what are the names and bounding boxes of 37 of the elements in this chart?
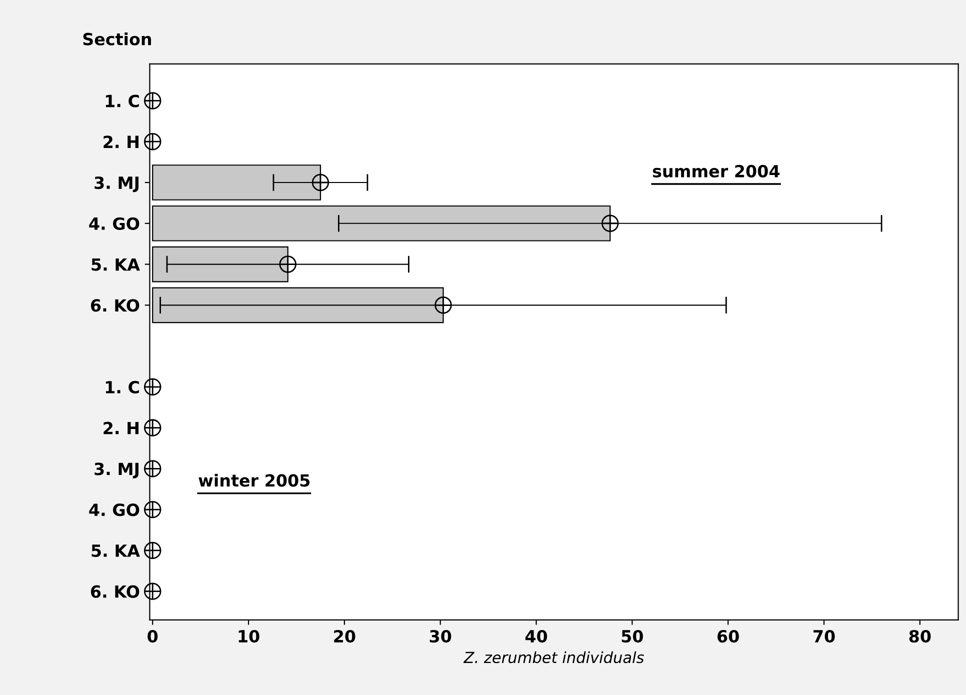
y-tick-label: 6. KO [90, 299, 140, 312]
y-tick-label: 1. C [106, 94, 139, 108]
y-tick-label: 3. MJ [94, 462, 138, 478]
y-axis-title: Section [83, 32, 151, 46]
point [144, 542, 162, 560]
point [144, 133, 162, 150]
x-tick-label: 10 [238, 630, 260, 643]
x-tick-label: 50 [622, 630, 643, 643]
point [601, 214, 619, 232]
x-tick-label: 80 [909, 630, 931, 643]
x-tick-label: 40 [525, 630, 548, 643]
x-tick-label: 0 [148, 630, 158, 643]
y-tick-label: 2. H [104, 136, 138, 148]
point [144, 500, 162, 518]
y-tick-label: 3. MJ [94, 176, 138, 192]
x-tick-label: 30 [430, 630, 452, 643]
point [279, 256, 296, 273]
y-tick-label: 4. GO [89, 504, 140, 516]
point [144, 419, 162, 436]
point [144, 460, 162, 478]
y-tick-label: 6. KO [90, 585, 140, 598]
x-tick-label: 60 [718, 630, 739, 643]
y-tick-label: 2. H [104, 422, 138, 434]
annotation: winter 2005 [198, 474, 310, 487]
point [312, 174, 330, 192]
point [144, 378, 162, 396]
point [144, 92, 162, 110]
annotation: summer 2004 [652, 164, 780, 178]
y-tick-label: 5. KA [92, 258, 140, 271]
y-tick-label: 4. GO [89, 217, 140, 230]
y-tick-label: 1. C [106, 380, 139, 394]
x-tick-label: 70 [814, 630, 835, 643]
x-axis-title: Z. zerumbet individuals [463, 651, 644, 664]
x-tick-label: 20 [334, 630, 356, 643]
point [434, 296, 452, 314]
y-tick-label: 5. KA [92, 544, 140, 558]
point [144, 582, 162, 600]
